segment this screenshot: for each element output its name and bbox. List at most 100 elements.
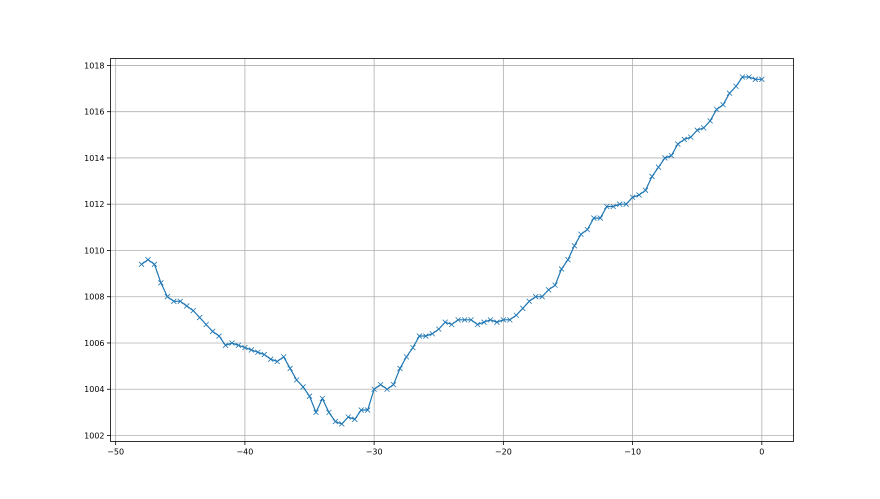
data-point <box>687 134 694 140</box>
y-tick-label: 1012 <box>84 200 104 209</box>
data-point <box>267 356 274 362</box>
data-point <box>435 326 442 332</box>
data-point <box>196 314 203 321</box>
data-point <box>209 328 216 335</box>
x-tick-label: −50 <box>107 448 124 457</box>
y-tick-label: 1010 <box>84 246 104 255</box>
data-point <box>371 386 377 393</box>
data-point <box>261 351 268 358</box>
data-point <box>423 333 429 339</box>
data-point <box>326 409 332 416</box>
y-tick-label: 1002 <box>84 431 104 440</box>
data-point <box>532 293 539 300</box>
data-point <box>694 127 701 133</box>
x-tick-label: −10 <box>624 448 641 457</box>
data-point <box>649 173 655 180</box>
x-tick-label: −20 <box>495 448 512 457</box>
y-tick-label: 1004 <box>84 385 104 394</box>
data-point <box>707 118 713 124</box>
data-point <box>655 164 662 170</box>
data-point <box>591 215 597 221</box>
data-point <box>539 293 545 300</box>
data-point <box>552 282 558 288</box>
x-tick-label: −40 <box>236 448 253 457</box>
plot-frame <box>110 58 794 442</box>
data-point <box>610 203 617 210</box>
data-point <box>416 333 423 339</box>
data-point <box>429 330 436 337</box>
data-point <box>752 76 759 83</box>
data-point <box>319 395 326 402</box>
grid <box>110 58 794 442</box>
y-tick-label: 1008 <box>84 293 104 302</box>
data-point <box>190 307 196 314</box>
data-point <box>759 76 765 83</box>
data-point <box>203 321 209 328</box>
data-point <box>662 155 668 161</box>
data-point <box>242 344 248 351</box>
data-point <box>410 344 416 351</box>
y-tick-label: 1014 <box>84 154 104 163</box>
data-point <box>293 377 300 383</box>
data-point <box>145 256 151 263</box>
data-point <box>500 317 507 323</box>
data-point <box>513 312 520 319</box>
data-point <box>229 340 235 346</box>
data-point <box>300 384 306 390</box>
data-point <box>746 74 752 80</box>
data-point <box>384 386 390 393</box>
data-point <box>597 215 604 221</box>
data-point <box>455 317 461 323</box>
data-point <box>158 280 164 286</box>
data-point <box>151 261 158 268</box>
data-point <box>332 418 339 425</box>
data-point <box>675 141 681 147</box>
data-point <box>216 333 222 339</box>
data-point <box>713 106 720 113</box>
data-point <box>274 358 280 365</box>
data-point <box>255 349 261 356</box>
data-point <box>468 317 474 323</box>
data-point <box>377 381 384 388</box>
data-point <box>571 243 578 249</box>
data-point <box>280 354 287 360</box>
x-tick-label: 0 <box>759 448 764 457</box>
data-point <box>474 321 481 328</box>
data-point <box>642 187 649 194</box>
data-point <box>164 293 171 300</box>
data-point <box>248 347 255 353</box>
data-point <box>358 407 364 413</box>
data-point <box>603 203 610 210</box>
data-point <box>733 83 739 90</box>
data-point <box>235 342 242 349</box>
data-point <box>364 407 371 413</box>
data-point <box>222 342 229 349</box>
x-tick-label: −30 <box>366 448 383 457</box>
data-point <box>345 414 352 420</box>
data-point <box>681 136 688 143</box>
data-point <box>138 261 145 268</box>
series-markers <box>138 74 765 427</box>
data-point <box>739 74 746 80</box>
data-point <box>442 319 448 325</box>
data-point <box>313 409 319 416</box>
data-point <box>177 298 184 305</box>
data-point <box>616 201 623 207</box>
data-point <box>448 321 455 328</box>
data-point <box>306 393 313 399</box>
data-point <box>507 317 513 323</box>
axis-ticks: −50 −40 −30 −20 −10 0 1002 1004 1006 1008 1010 1012… <box>84 61 764 456</box>
data-point <box>565 256 571 263</box>
y-tick-label: 1018 <box>84 61 104 70</box>
data-point <box>623 201 629 207</box>
data-point <box>351 416 358 423</box>
data-point <box>397 365 403 372</box>
data-point <box>636 192 642 198</box>
data-point <box>519 305 526 312</box>
data-point <box>700 125 707 131</box>
data-point <box>629 194 636 201</box>
data-point <box>403 354 410 360</box>
data-point <box>668 152 675 159</box>
data-point <box>171 298 177 305</box>
